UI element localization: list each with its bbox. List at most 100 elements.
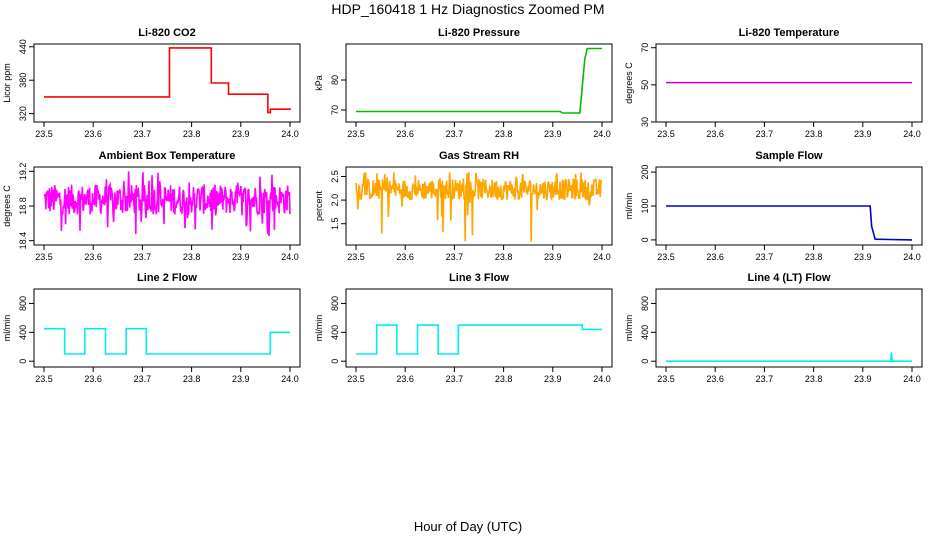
panel-gas-stream-rh: Gas Stream RH 23.5 23.6 23.7 23.8 23.9 24.0 1.5… (314, 150, 613, 262)
series-line-line-3-flow (356, 324, 602, 355)
plot-frame (655, 43, 923, 123)
x-tick-label: 23.8 (805, 252, 823, 262)
x-tick-label: 23.7 (134, 129, 152, 139)
x-tick-label: 23.5 (35, 374, 53, 384)
x-tick-label: 23.9 (232, 252, 250, 262)
x-tick-label: 23.5 (347, 129, 365, 139)
plot-frame (33, 288, 301, 368)
y-axis-label: degrees C (2, 185, 12, 227)
y-tick-label: 200 (640, 165, 650, 180)
x-tick-label: 23.6 (396, 374, 414, 384)
y-axis-label: degrees C (624, 62, 634, 104)
y-tick-label: 2.0 (330, 194, 340, 207)
x-tick-label: 23.7 (756, 252, 774, 262)
panel-ambient-box-temperature: Ambient Box Temperature 23.5 23.6 23.7 23.8 2… (2, 150, 301, 262)
panel-title: Line 2 Flow (137, 272, 197, 284)
series-line-line-4-lt-flow (666, 352, 912, 363)
panel-title: Li-820 Pressure (438, 27, 520, 39)
series-line-li-820-co2 (44, 47, 291, 114)
panel-title: Sample Flow (755, 150, 823, 162)
x-tick-label: 23.7 (446, 252, 464, 262)
x-tick-label: 24.0 (281, 252, 299, 262)
x-tick-label: 23.7 (446, 374, 464, 384)
x-tick-label: 23.6 (706, 374, 724, 384)
panel-grid: Li-820 CO2 23.5 23.6 23.7 23.8 23.9 24.0 320 380… (2, 27, 923, 384)
y-tick-label: 0 (18, 359, 28, 364)
x-tick-label: 24.0 (903, 129, 921, 139)
panel-title: Li-820 CO2 (138, 27, 195, 39)
plot-frame (345, 288, 613, 368)
x-tick-label: 24.0 (281, 129, 299, 139)
x-tick-label: 23.6 (706, 129, 724, 139)
y-tick-label: 440 (18, 39, 28, 54)
x-tick-label: 24.0 (593, 374, 611, 384)
y-tick-label: 70 (330, 105, 340, 115)
x-tick-label: 23.5 (35, 252, 53, 262)
plot-frame (655, 288, 923, 368)
figure-title: HDP_160418 1 Hz Diagnostics Zoomed PM (331, 1, 604, 17)
panel-title: Ambient Box Temperature (99, 150, 236, 162)
y-tick-label: 2.5 (330, 170, 340, 183)
x-tick-label: 23.6 (706, 252, 724, 262)
x-tick-label: 23.9 (544, 374, 562, 384)
x-tick-label: 23.9 (544, 252, 562, 262)
x-tick-label: 23.7 (446, 129, 464, 139)
x-tick-label: 23.8 (183, 374, 201, 384)
x-tick-label: 23.9 (232, 129, 250, 139)
y-tick-label: 70 (640, 43, 650, 53)
y-axis-label: Licor ppm (2, 63, 12, 103)
y-tick-label: 50 (640, 80, 650, 90)
series-line-sample-flow (666, 205, 913, 241)
y-axis-label: percent (314, 190, 324, 221)
x-tick-label: 23.8 (805, 129, 823, 139)
y-tick-label: 0 (330, 359, 340, 364)
y-tick-label: 0 (640, 359, 650, 364)
figure-x-axis-label: Hour of Day (UTC) (414, 519, 522, 534)
panel-li-820-pressure: Li-820 Pressure 23.5 23.6 23.7 23.8 23.9 24.0 7… (314, 27, 613, 139)
x-tick-label: 24.0 (281, 374, 299, 384)
y-axis-label: ml/min (624, 315, 634, 342)
y-axis-label: ml/min (314, 315, 324, 342)
y-tick-label: 800 (18, 296, 28, 311)
x-tick-label: 23.9 (232, 374, 250, 384)
y-axis-label: kPa (314, 75, 324, 91)
y-tick-label: 18.8 (18, 197, 28, 215)
x-tick-label: 23.7 (756, 129, 774, 139)
plot-frame (345, 166, 613, 246)
series-line-gas-stream-rh (355, 172, 603, 242)
x-tick-label: 23.5 (347, 374, 365, 384)
panel-line-4-lt-flow: Line 4 (LT) Flow 23.5 23.6 23.7 23.8 23.9 24.0… (624, 272, 923, 384)
x-tick-label: 23.5 (657, 374, 675, 384)
x-tick-label: 23.6 (396, 129, 414, 139)
x-tick-label: 23.7 (134, 374, 152, 384)
panel-line-3-flow: Line 3 Flow 23.5 23.6 23.7 23.8 23.9 24.0 0 400 8… (314, 272, 613, 384)
plot-frame (33, 43, 301, 123)
panel-title: Gas Stream RH (439, 150, 519, 162)
panel-title: Li-820 Temperature (739, 27, 840, 39)
x-tick-label: 23.5 (35, 129, 53, 139)
panel-line-2-flow: Line 2 Flow 23.5 23.6 23.7 23.8 23.9 24.0 0 400 8… (2, 272, 301, 384)
panel-li-820-co2: Li-820 CO2 23.5 23.6 23.7 23.8 23.9 24.0 320 380… (2, 27, 301, 139)
y-tick-label: 380 (18, 73, 28, 88)
x-tick-label: 23.6 (84, 129, 102, 139)
x-tick-label: 23.8 (495, 129, 513, 139)
x-tick-label: 23.8 (805, 374, 823, 384)
plot-frame (345, 43, 613, 123)
series-line-line-2-flow (44, 327, 290, 355)
x-tick-label: 23.5 (657, 129, 675, 139)
y-tick-label: 800 (640, 296, 650, 311)
x-tick-label: 24.0 (903, 252, 921, 262)
y-tick-label: 400 (18, 325, 28, 340)
y-tick-label: 100 (640, 198, 650, 213)
y-tick-label: 320 (18, 106, 28, 121)
x-tick-label: 23.7 (756, 374, 774, 384)
x-tick-label: 23.5 (347, 252, 365, 262)
panel-sample-flow: Sample Flow 23.5 23.6 23.7 23.8 23.9 24.0 0 100 2… (624, 150, 923, 262)
panel-title: Line 3 Flow (449, 272, 509, 284)
x-tick-label: 23.7 (134, 252, 152, 262)
y-tick-label: 800 (330, 296, 340, 311)
x-tick-label: 23.6 (84, 374, 102, 384)
series-line-li-820-pressure (356, 47, 602, 114)
x-tick-label: 23.8 (183, 252, 201, 262)
